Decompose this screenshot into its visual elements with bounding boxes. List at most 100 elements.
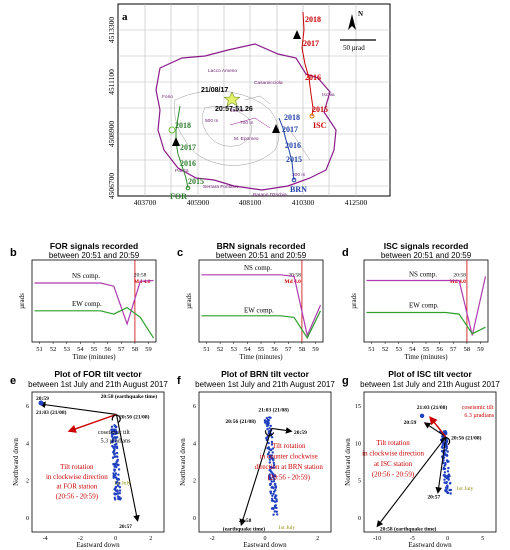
ns-label: NS comp. (244, 264, 272, 272)
y-tick: 5 (358, 479, 361, 485)
eq-time: 20:58 (288, 272, 301, 278)
rotation-note: (20:56 - 20:59) (56, 492, 99, 500)
label-t1: 21:03 (21/08) (417, 404, 448, 411)
tilt-point (272, 457, 275, 460)
tilt-point (273, 478, 276, 481)
tilt-arrow (67, 413, 117, 433)
epicenter-star-icon (223, 91, 241, 107)
coseismic-value: 5.3 µradians (101, 438, 131, 444)
tilt-point (272, 492, 275, 496)
tilt-point (266, 453, 270, 456)
rotation-note: Tilt rotation (272, 442, 306, 450)
tilt-point (270, 480, 273, 483)
x-tick: 51 (203, 346, 210, 353)
rotation-note: Tilt rotation (60, 463, 94, 471)
eq-magnitude: Md 4.0 (449, 279, 466, 285)
tilt-point (116, 492, 120, 495)
rotation-icon (441, 436, 451, 446)
isc-year: 2016 (305, 73, 321, 82)
place-casamicciola: Casamicciola (254, 80, 283, 86)
contour-500: 500 m (205, 118, 218, 124)
tilt-point (117, 473, 120, 476)
svg-text:N: N (358, 10, 363, 18)
tilt-point (272, 486, 275, 490)
tilt-point (274, 486, 278, 489)
tilt-point (271, 507, 274, 510)
tilt-point (272, 513, 275, 516)
tilt-point (271, 447, 275, 450)
panel-g-letter: g (342, 375, 349, 387)
y-tick: 4 (26, 441, 29, 447)
tilt-point (265, 422, 268, 426)
tilt-point (419, 413, 425, 418)
place-names: Lacco Ameno Casamicciola Forio Ischia M.… (162, 68, 335, 198)
label-t5: 20:57 (119, 524, 132, 530)
place-barano: Barano D'Ischia (253, 192, 287, 198)
label-july: 1st July (278, 525, 295, 531)
panel-c-letter: c (177, 247, 183, 259)
y-tick: 4 (193, 441, 196, 447)
island-coastline (155, 43, 337, 191)
tilt-point (117, 478, 121, 481)
y-tick: 10 (355, 441, 361, 447)
label-t5: 20:58 (earthquake time) (380, 526, 437, 533)
tilt-point (118, 486, 122, 489)
panel-d-title1: ISC signals recorded (384, 241, 469, 251)
tilt-point (446, 470, 450, 473)
tilt-point (113, 443, 117, 446)
for-year: 2015 (188, 177, 204, 186)
tilt-point (114, 428, 117, 431)
tilt-point (442, 467, 445, 471)
label-t2: 21:03 (21/08) (36, 409, 67, 416)
x-tick: 59 (145, 346, 152, 353)
tilt-point (274, 495, 277, 498)
tilt-point (268, 461, 271, 464)
tilt-point (114, 489, 118, 492)
for-station-label: FOR (170, 192, 187, 201)
tilt-point (271, 472, 275, 476)
brn-year: 2015 (286, 155, 302, 164)
tilt-point (270, 440, 274, 444)
tilt-point (446, 491, 449, 494)
x-tick: -4 (43, 536, 48, 542)
panel-f-title1: Plot of BRN tilt vector (221, 369, 310, 379)
x-tick: -5 (410, 536, 415, 542)
label-t4: 20:58 (239, 518, 252, 524)
brn-year: 2016 (285, 141, 301, 150)
brn-tilt-track: 2018 2017 2016 2015 BRN (272, 113, 307, 194)
tilt-point (111, 444, 114, 448)
map-grid (118, 4, 390, 196)
scale-label: 50 µrad (343, 44, 365, 52)
x-tick: 5 (481, 536, 484, 542)
y-tick: 6 (26, 404, 29, 410)
x-axis-label: Time (minutes) (72, 353, 116, 361)
tilt-point (449, 488, 453, 492)
tilt-point (268, 474, 271, 478)
tilt-point (110, 440, 114, 444)
panel-e-letter: e (10, 375, 16, 387)
tilt-point (115, 451, 119, 455)
tilt-point (442, 474, 445, 477)
tilt-point (114, 492, 118, 496)
rotation-note: (20:56 - 20:59) (268, 474, 311, 482)
tilt-point (110, 433, 114, 436)
tilt-point (115, 460, 119, 463)
tilt-point (111, 429, 114, 433)
x-tick: 53 (63, 346, 70, 353)
contour-300: 300 m (292, 172, 305, 178)
panel-f-title2: between 1st July and 21th August 2017 (195, 380, 335, 389)
rotation-icon (264, 430, 275, 437)
ns-component-line (34, 279, 154, 326)
x-axis-label: Time (minutes) (239, 353, 283, 361)
brn-year: 2017 (282, 125, 298, 134)
for-triangle-icon (172, 137, 180, 146)
coseismic-note: coseismic tilt (98, 430, 130, 436)
label-t4: 20:57 (427, 494, 440, 500)
x-tick: -2 (78, 536, 83, 542)
panel-g-title2: between 1st July and 21th August 2017 (360, 380, 500, 389)
x-tick: 2 (149, 536, 152, 542)
